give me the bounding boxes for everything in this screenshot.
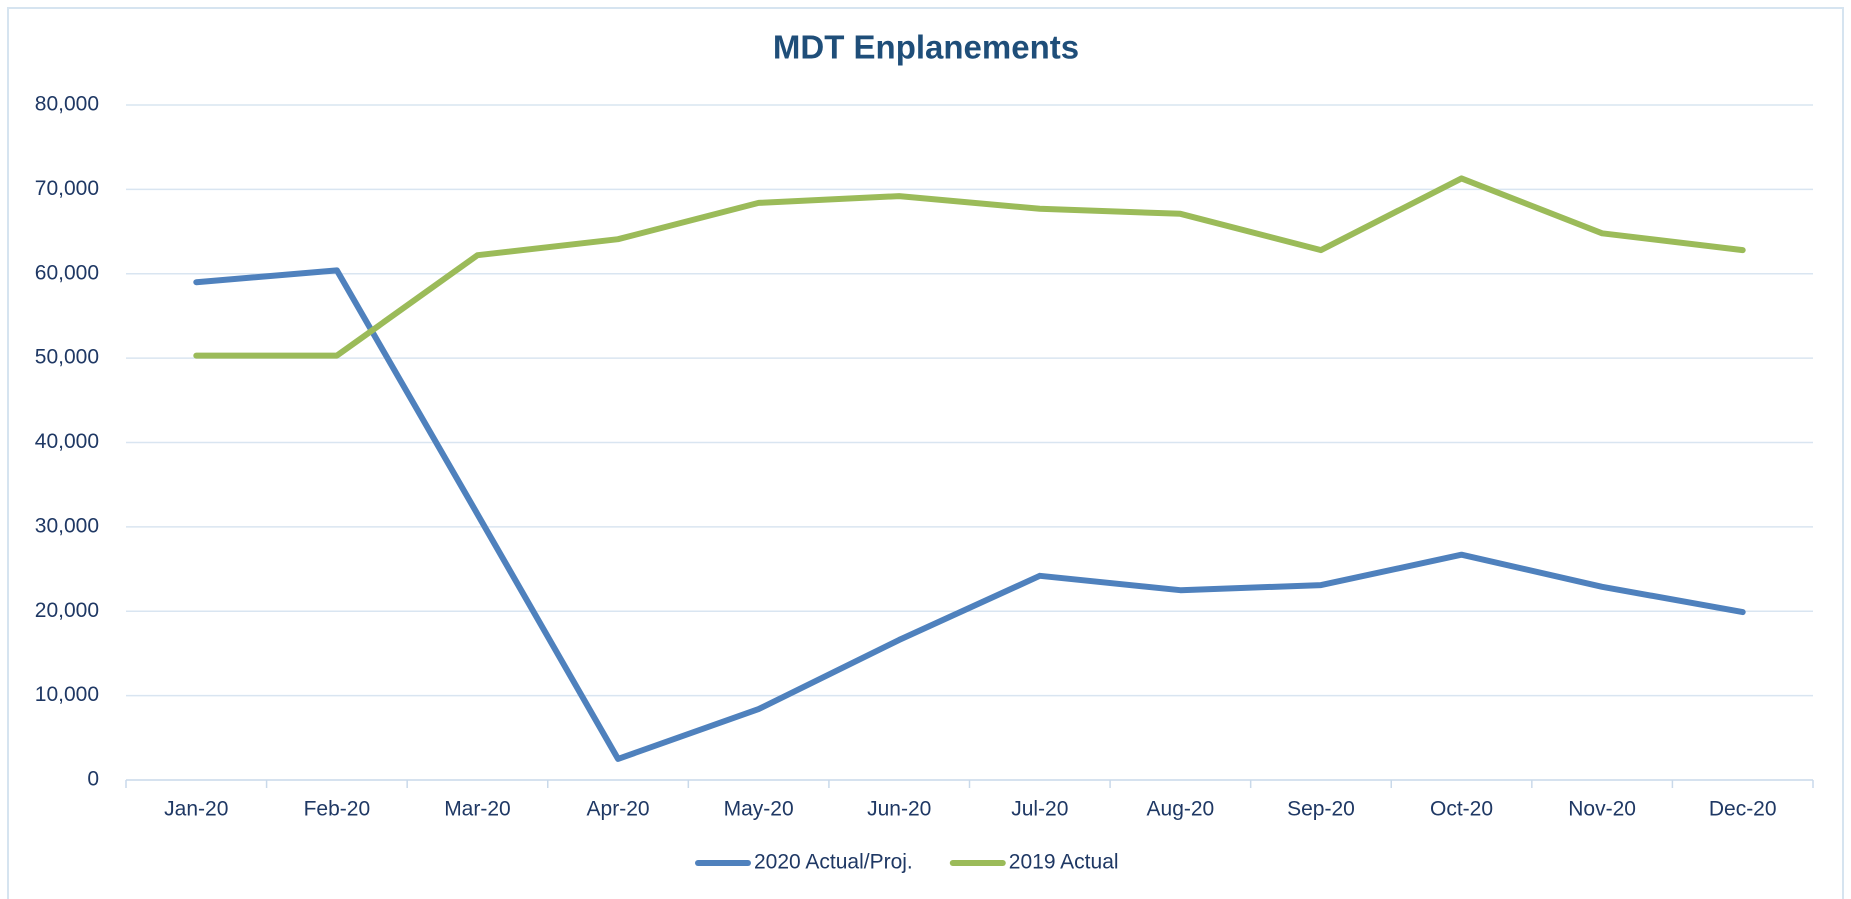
y-tick-label: 40,000	[35, 430, 99, 453]
legend-label: 2019 Actual	[1009, 851, 1119, 874]
x-tick-label: Mar-20	[444, 798, 511, 821]
chart-border	[7, 7, 1844, 899]
x-tick-label: Oct-20	[1430, 798, 1493, 821]
y-tick-label: 30,000	[35, 514, 99, 537]
y-tick-label: 0	[87, 768, 99, 791]
x-tick-label: Jan-20	[164, 798, 228, 821]
series-line	[193, 175, 1746, 359]
y-tick-label: 80,000	[35, 93, 99, 116]
x-tick-label: May-20	[724, 798, 794, 821]
x-tick-label: Apr-20	[587, 798, 650, 821]
x-tick-label: Feb-20	[304, 798, 371, 821]
x-tick-label: Aug-20	[1147, 798, 1215, 821]
x-tick-label: Nov-20	[1568, 798, 1636, 821]
y-tick-label: 10,000	[35, 683, 99, 706]
x-tick-label: Jul-20	[1011, 798, 1068, 821]
x-tick-label: Dec-20	[1709, 798, 1777, 821]
legend-label: 2020 Actual/Proj.	[754, 851, 913, 874]
x-tick-label: Jun-20	[867, 798, 931, 821]
y-tick-label: 50,000	[35, 346, 99, 369]
y-tick-label: 70,000	[35, 177, 99, 200]
chart-title: MDT Enplanements	[773, 29, 1079, 66]
y-tick-label: 20,000	[35, 599, 99, 622]
y-tick-label: 60,000	[35, 261, 99, 284]
x-tick-label: Sep-20	[1287, 798, 1355, 821]
series-line	[193, 267, 1746, 762]
